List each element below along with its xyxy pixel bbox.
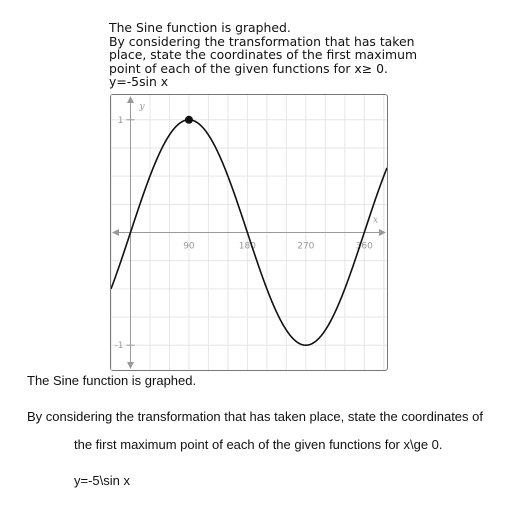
tick-labels: x y 90 180 270 360 1 -1: [114, 102, 378, 351]
sine-graph[interactable]: x y 90 180 270 360 1 -1: [111, 95, 387, 370]
y-axis-arrow-up: [126, 96, 134, 103]
graph-panel[interactable]: x y 90 180 270 360 1 -1: [110, 94, 388, 371]
data-point: [149, 176, 150, 177]
question-line: By considering the transformation that h…: [109, 33, 415, 49]
data-point: [344, 288, 345, 289]
data-point: [247, 232, 248, 233]
data-point: [208, 134, 209, 135]
data-point: [325, 330, 326, 331]
sine-curve-group: [111, 118, 387, 347]
data-point: [286, 330, 287, 331]
question-line: y=-5sin x: [109, 74, 169, 90]
x-tick-label: 270: [297, 242, 314, 252]
x-tick-label: 90: [183, 242, 195, 252]
marker-group: [184, 115, 193, 124]
text-line-3: the first maximum point of each of the g…: [74, 437, 443, 452]
y-tick-label: 1: [118, 116, 124, 126]
data-point: [364, 232, 365, 233]
x-axis-arrow-right: [379, 229, 386, 236]
y-axis-arrow-down: [126, 362, 134, 369]
question-line: The Sine function is graphed.: [109, 20, 291, 35]
question-text: The Sine function is graphed. By conside…: [109, 20, 418, 90]
axes: [112, 96, 386, 369]
sine-curve: [111, 118, 387, 347]
text-line-2: By considering the transformation that h…: [27, 409, 483, 424]
data-point: [383, 176, 384, 177]
x-axis-label: x: [373, 216, 378, 226]
data-point: [227, 176, 228, 177]
data-point: [305, 345, 306, 346]
x-tick-label: 360: [356, 242, 373, 252]
y-axis-label: y: [138, 102, 145, 112]
x-axis-arrow-left: [112, 229, 119, 236]
text-line-1: The Sine function is graphed.: [27, 373, 197, 388]
question-line: point of each of the given functions for…: [109, 60, 388, 76]
maximum-point-marker: [184, 115, 193, 124]
question-line: place, state the coordinates of the firs…: [109, 47, 418, 63]
data-point: [130, 232, 131, 233]
data-point: [266, 288, 267, 289]
y-tick-label: -1: [114, 341, 123, 351]
x-tick-label: 180: [239, 242, 256, 252]
text-line-4: y=-5\sin x: [74, 473, 130, 488]
data-point: [169, 134, 170, 135]
